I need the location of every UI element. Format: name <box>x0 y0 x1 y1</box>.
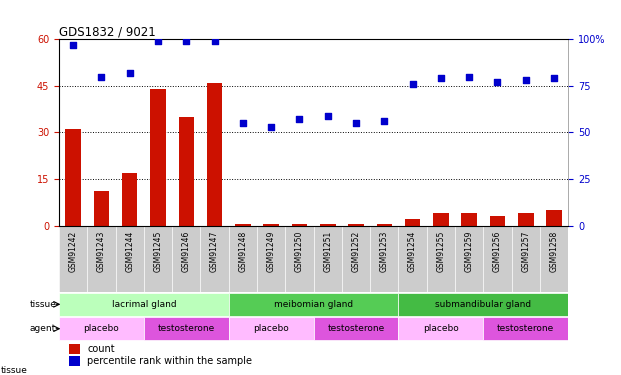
Bar <box>65 129 81 226</box>
Bar <box>69 356 80 366</box>
Bar <box>483 226 512 292</box>
Text: GSM91256: GSM91256 <box>493 231 502 272</box>
Text: GSM91248: GSM91248 <box>238 231 247 272</box>
Bar <box>235 224 251 226</box>
Bar <box>376 224 392 226</box>
Bar <box>116 226 144 292</box>
Point <box>125 70 135 76</box>
Bar <box>314 318 399 340</box>
Text: GSM91246: GSM91246 <box>182 231 191 272</box>
Text: GSM91242: GSM91242 <box>69 231 78 272</box>
Bar <box>229 293 399 315</box>
Bar <box>518 213 533 226</box>
Text: tissue: tissue <box>1 366 27 375</box>
Bar <box>427 226 455 292</box>
Text: GSM91255: GSM91255 <box>437 231 445 272</box>
Point <box>323 113 333 119</box>
Bar <box>144 318 229 340</box>
Bar <box>229 318 314 340</box>
Text: GSM91259: GSM91259 <box>465 231 474 272</box>
Point <box>266 124 276 130</box>
Bar <box>455 226 483 292</box>
Text: GSM91249: GSM91249 <box>266 231 276 272</box>
Text: GSM91251: GSM91251 <box>324 231 332 272</box>
Point <box>436 75 446 81</box>
Point <box>181 38 191 44</box>
Bar <box>546 210 562 226</box>
Text: GSM91243: GSM91243 <box>97 231 106 272</box>
Text: meibomian gland: meibomian gland <box>274 300 353 309</box>
Bar <box>433 213 449 226</box>
Bar <box>483 318 568 340</box>
Text: GSM91250: GSM91250 <box>295 231 304 272</box>
Text: submandibular gland: submandibular gland <box>435 300 532 309</box>
Bar <box>178 117 194 226</box>
Bar <box>348 224 364 226</box>
Bar <box>207 83 222 226</box>
Point <box>379 118 389 124</box>
Point <box>96 74 106 80</box>
Text: GSM91247: GSM91247 <box>210 231 219 272</box>
Text: count: count <box>87 344 115 354</box>
Text: tissue: tissue <box>29 300 56 309</box>
Point <box>294 117 304 123</box>
Point <box>68 42 78 48</box>
Bar <box>257 226 285 292</box>
Text: GDS1832 / 9021: GDS1832 / 9021 <box>59 25 156 38</box>
Bar <box>88 226 116 292</box>
Text: GSM91253: GSM91253 <box>380 231 389 272</box>
Bar <box>540 226 568 292</box>
Bar <box>263 224 279 226</box>
Text: agent: agent <box>30 324 56 333</box>
Bar <box>59 293 229 315</box>
Point <box>492 79 502 85</box>
Point <box>407 81 417 87</box>
Bar <box>399 318 483 340</box>
Text: lacrimal gland: lacrimal gland <box>112 300 176 309</box>
Bar <box>292 224 307 226</box>
Text: GSM91257: GSM91257 <box>521 231 530 272</box>
Text: testosterone: testosterone <box>158 324 215 333</box>
Bar <box>461 213 477 226</box>
Bar <box>229 226 257 292</box>
Bar <box>399 226 427 292</box>
Bar <box>69 344 80 354</box>
Text: GSM91254: GSM91254 <box>408 231 417 272</box>
Point <box>351 120 361 126</box>
Point <box>465 74 474 80</box>
Text: testosterone: testosterone <box>497 324 555 333</box>
Bar <box>399 293 568 315</box>
Bar <box>201 226 229 292</box>
Bar <box>144 226 172 292</box>
Text: GSM91244: GSM91244 <box>125 231 134 272</box>
Point <box>521 77 531 83</box>
Text: GSM91252: GSM91252 <box>351 231 361 272</box>
Bar <box>320 224 335 226</box>
Bar <box>150 89 166 226</box>
Bar <box>314 226 342 292</box>
Bar <box>370 226 399 292</box>
Bar <box>405 219 420 226</box>
Bar <box>342 226 370 292</box>
Text: placebo: placebo <box>253 324 289 333</box>
Text: percentile rank within the sample: percentile rank within the sample <box>87 356 252 366</box>
Point <box>210 38 220 44</box>
Bar <box>285 226 314 292</box>
Text: testosterone: testosterone <box>327 324 384 333</box>
Text: placebo: placebo <box>423 324 459 333</box>
Bar <box>59 226 88 292</box>
Text: GSM91258: GSM91258 <box>550 231 558 272</box>
Point <box>153 38 163 44</box>
Bar <box>122 173 137 226</box>
Bar <box>490 216 505 226</box>
Bar <box>512 226 540 292</box>
Bar <box>94 192 109 226</box>
Bar <box>59 318 144 340</box>
Point <box>238 120 248 126</box>
Point <box>549 75 559 81</box>
Text: placebo: placebo <box>84 324 119 333</box>
Bar <box>172 226 201 292</box>
Text: GSM91245: GSM91245 <box>153 231 163 272</box>
